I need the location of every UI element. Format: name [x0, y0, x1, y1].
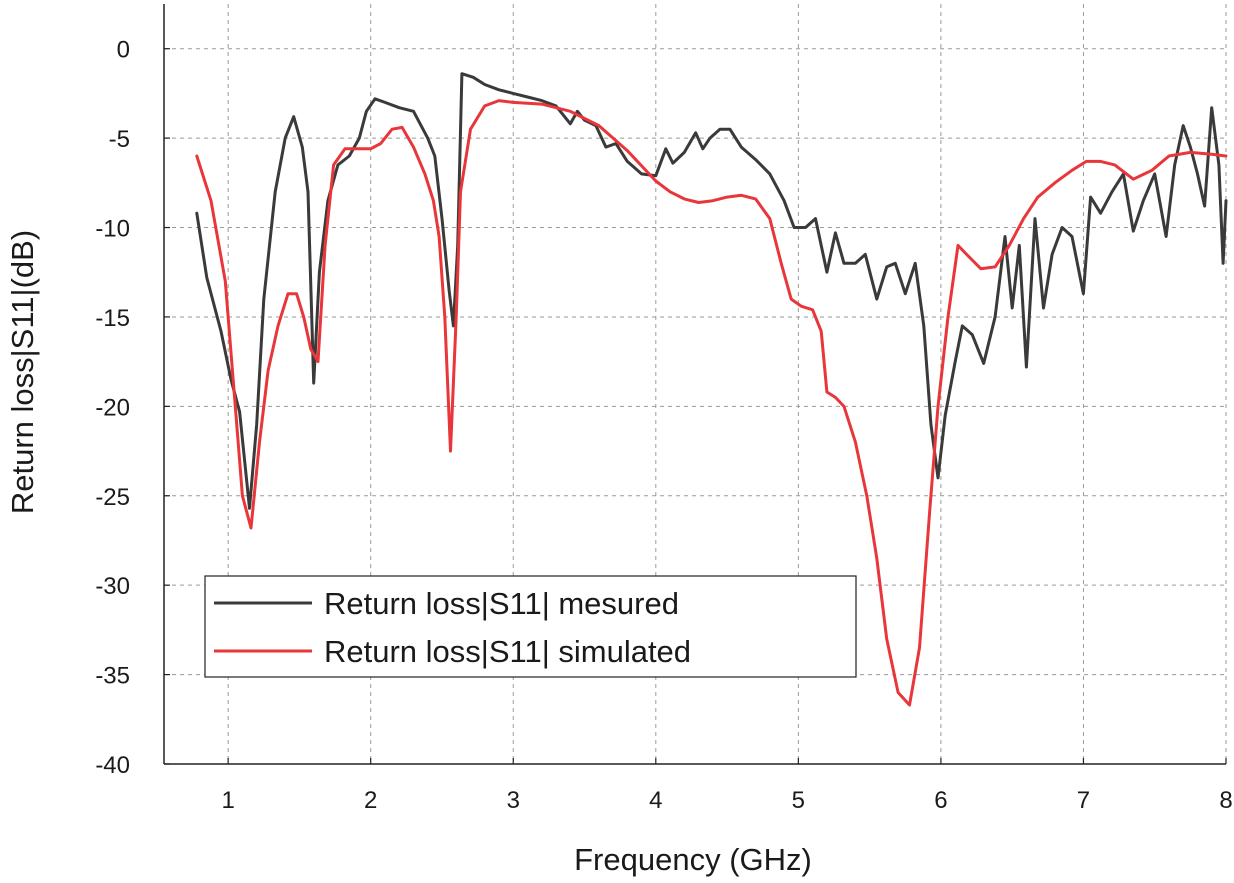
- legend: Return loss|S11| mesured Return loss|S11…: [204, 575, 857, 678]
- x-tick-label: 2: [364, 787, 377, 814]
- tick-labels: 1 2 3 4 5 6 7 8 0 -5 -10 -15 -20 -25 -30 -35 -40: [95, 37, 1232, 814]
- x-tick-label: 6: [934, 787, 947, 814]
- x-tick-label: 5: [792, 787, 805, 814]
- axes: [163, 4, 1227, 765]
- series-line-mesured: [195, 72, 1228, 510]
- x-tick-label: 1: [221, 787, 234, 814]
- y-tick-label: -20: [95, 394, 130, 421]
- legend-label-simulated: Return loss|S11| simulated: [324, 634, 691, 669]
- y-tick-label: -30: [95, 573, 130, 600]
- x-tick-label: 8: [1219, 787, 1232, 814]
- y-tick-label: -40: [95, 752, 130, 779]
- x-tick-label: 3: [507, 787, 520, 814]
- series-line-simulated: [195, 99, 1228, 707]
- legend-box: [204, 575, 857, 678]
- legend-label-mesured: Return loss|S11| mesured: [324, 586, 679, 621]
- y-tick-label: 0: [117, 37, 130, 64]
- series-layer: [195, 72, 1228, 707]
- x-tick-label: 4: [649, 787, 662, 814]
- y-tick-label: -10: [95, 216, 130, 243]
- x-axis-title: Frequency (GHz): [574, 842, 812, 877]
- x-tick-label: 7: [1077, 787, 1090, 814]
- y-tick-label: -25: [95, 484, 130, 511]
- y-axis-title: Return loss|S11|(dB): [5, 230, 40, 514]
- y-tick-label: -35: [95, 663, 130, 690]
- y-tick-label: -5: [109, 126, 130, 153]
- y-tick-label: -15: [95, 305, 130, 332]
